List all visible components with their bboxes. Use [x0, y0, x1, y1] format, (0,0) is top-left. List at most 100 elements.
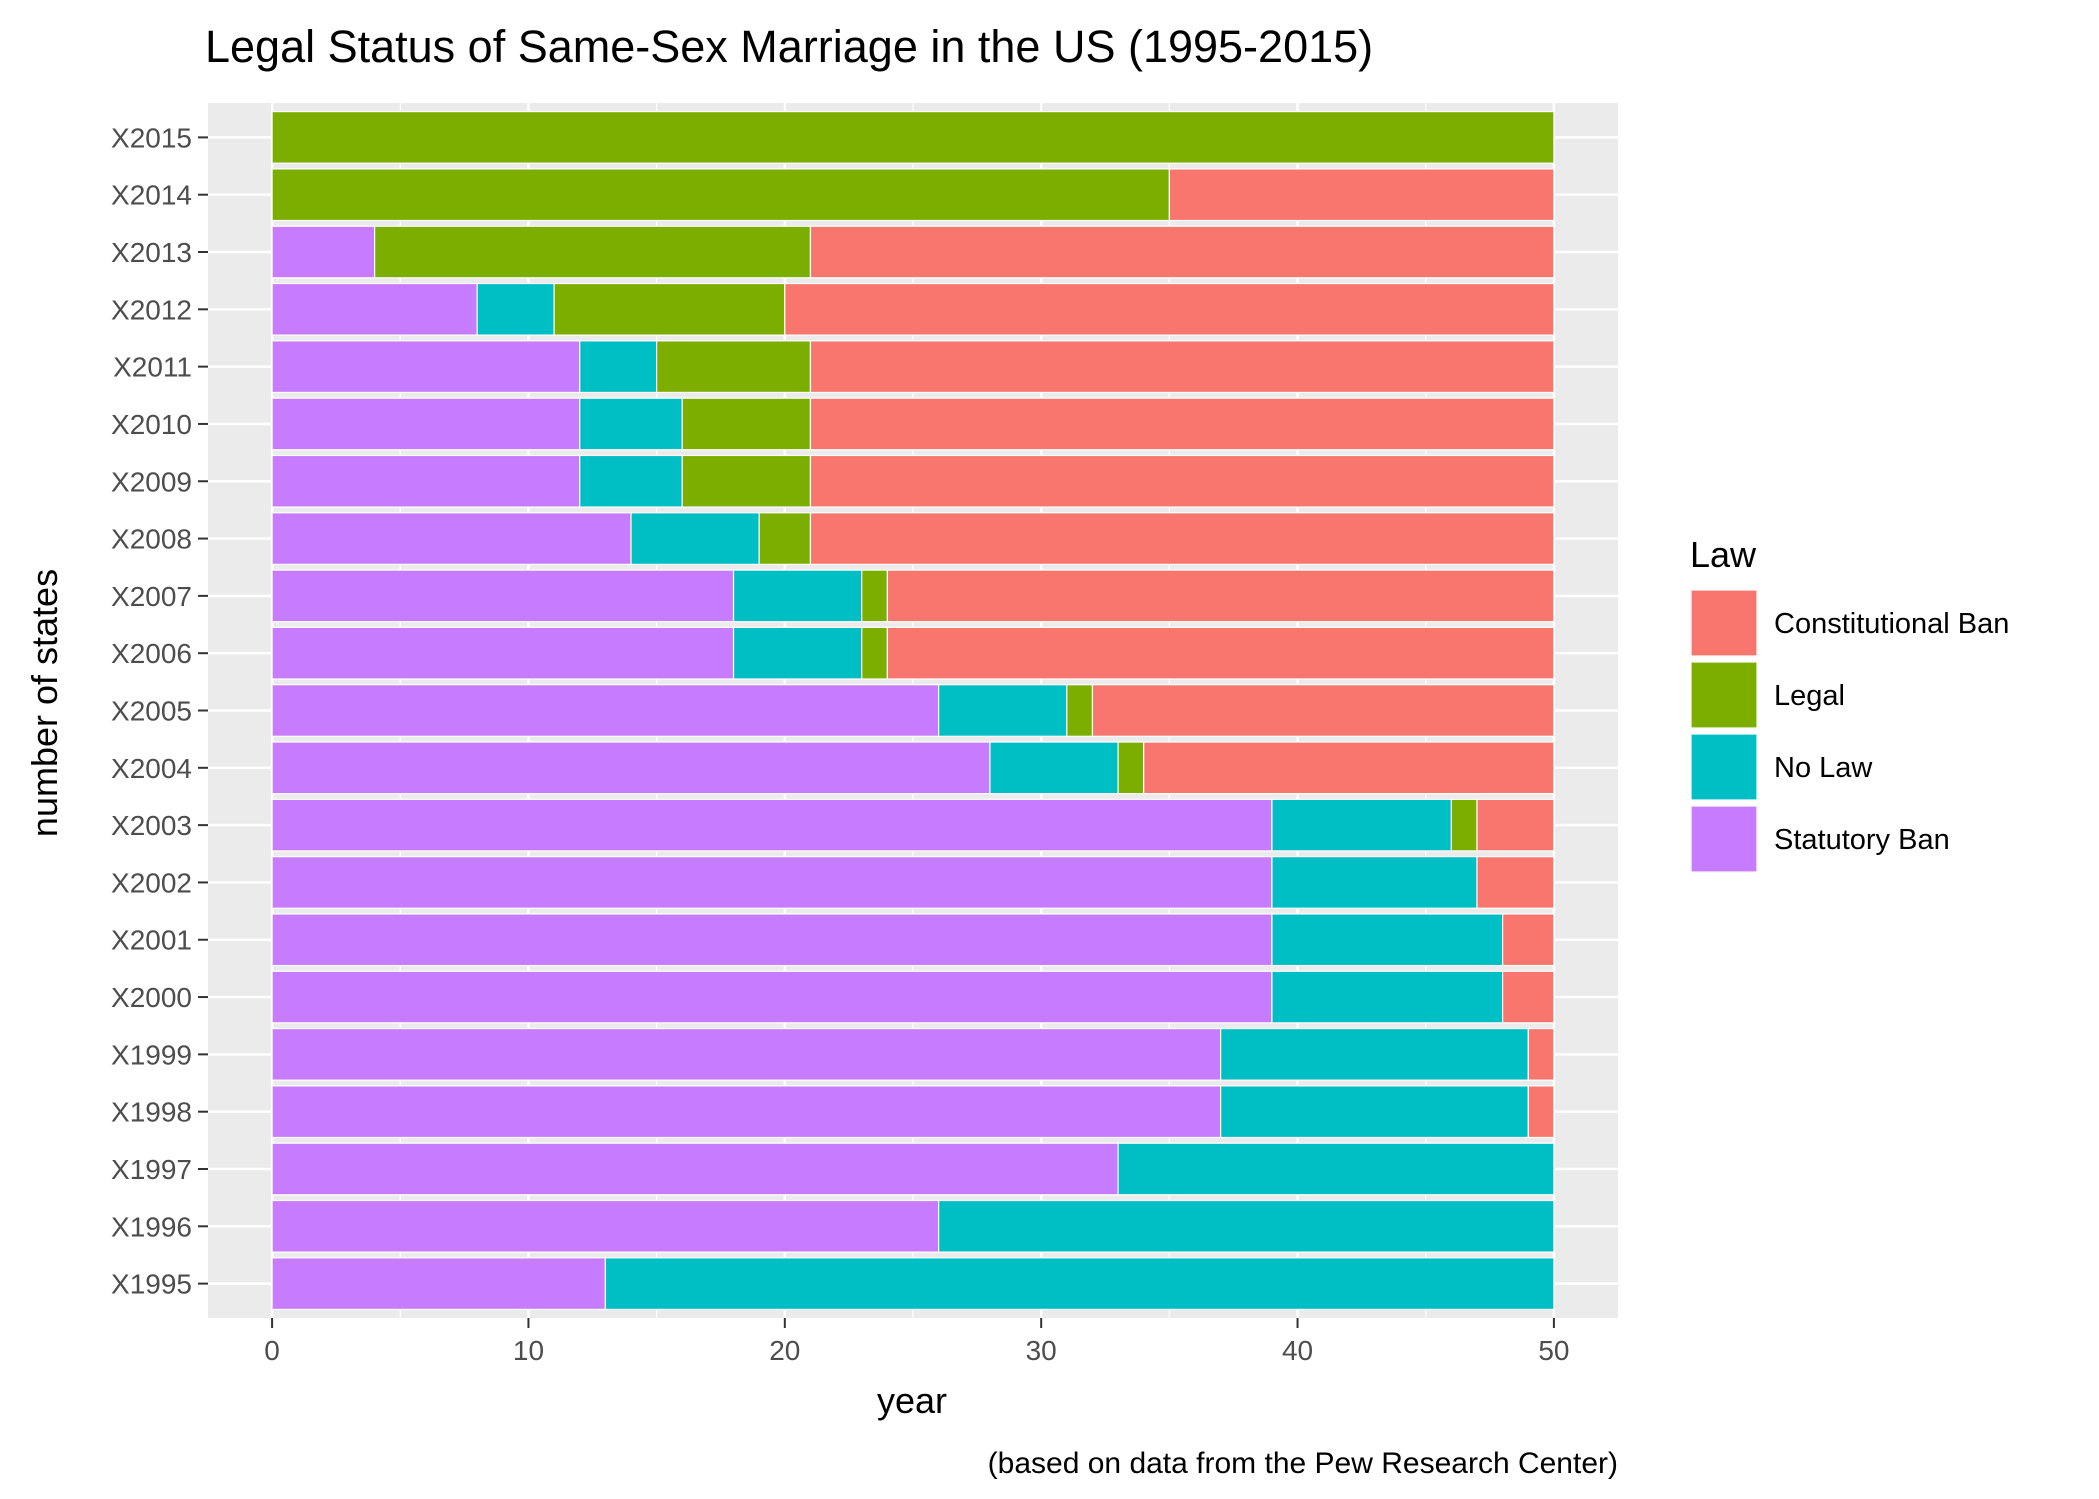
bar-x1997-statutory-ban — [271, 1142, 1119, 1196]
x-tick-label: 30 — [1026, 1335, 1057, 1366]
bar-x2009-constitutional-ban — [809, 454, 1555, 508]
bar-x2005-statutory-ban — [271, 684, 940, 737]
chart-caption: (based on data from the Pew Research Cen… — [988, 1447, 1618, 1480]
x-tick-label: 0 — [264, 1335, 280, 1366]
x-tick-label: 40 — [1282, 1335, 1313, 1366]
x-axis: 0 10 20 30 40 50 — [264, 1318, 1569, 1366]
bar-x2008-statutory-ban — [271, 512, 632, 565]
bar-x2010-legal — [681, 397, 812, 451]
bar-x1996-statutory-ban — [271, 1199, 940, 1253]
x-tick-label: 20 — [769, 1335, 800, 1366]
bar-x2012-statutory-ban — [271, 282, 478, 336]
y-tick-label: X1998 — [111, 1097, 192, 1128]
legend-swatch-constitutional-ban — [1690, 589, 1758, 657]
bar-x2014-legal — [271, 168, 1170, 222]
bar-x1995-statutory-ban — [271, 1257, 606, 1311]
bar-x2009-no-law — [579, 454, 683, 508]
bar-x2015-legal — [271, 110, 1555, 164]
bar-x2009-statutory-ban — [271, 454, 581, 508]
bar-x2012-legal — [553, 282, 786, 336]
bar-x1998-statutory-ban — [271, 1085, 1222, 1139]
legend-swatch-statutory-ban — [1690, 805, 1758, 873]
bar-x2010-statutory-ban — [271, 397, 581, 451]
y-axis-title: number of states — [24, 569, 65, 837]
y-tick-label: X2008 — [111, 524, 192, 555]
bar-x2001-constitutional-ban — [1502, 913, 1555, 967]
bar-x2006-no-law — [732, 626, 863, 680]
bar-x2003-constitutional-ban — [1476, 798, 1555, 852]
bar-x2008-legal — [758, 512, 812, 565]
bar-x2008-no-law — [630, 512, 760, 565]
bar-x2013-statutory-ban — [271, 225, 376, 279]
y-tick-label: X2000 — [111, 982, 192, 1013]
bar-x1998-no-law — [1220, 1085, 1529, 1139]
bar-x2007-statutory-ban — [271, 569, 735, 623]
bar-x2012-no-law — [476, 282, 555, 336]
y-tick-label: X1997 — [111, 1154, 192, 1185]
chart-title: Legal Status of Same-Sex Marriage in the… — [205, 21, 1373, 72]
x-axis-title: year — [877, 1380, 947, 1421]
bar-x2006-constitutional-ban — [886, 626, 1555, 680]
bar-x2008-constitutional-ban — [809, 512, 1555, 565]
bar-x2007-constitutional-ban — [886, 569, 1555, 623]
bar-x2009-legal — [681, 454, 812, 508]
bar-x2001-no-law — [1271, 913, 1504, 967]
bar-x1998-constitutional-ban — [1527, 1085, 1555, 1139]
bar-x2010-no-law — [579, 397, 683, 451]
legend-swatch-no-law — [1690, 733, 1758, 801]
bar-x2013-legal — [374, 225, 812, 279]
bar-x1999-statutory-ban — [271, 1027, 1222, 1081]
bar-x2013-constitutional-ban — [809, 225, 1555, 279]
bar-x2003-legal — [1450, 798, 1478, 852]
legend-title: Law — [1690, 534, 1757, 575]
bar-x2011-no-law — [579, 340, 658, 394]
bar-x2011-constitutional-ban — [809, 340, 1555, 394]
legend-label-statutory-ban: Statutory Ban — [1774, 824, 1950, 856]
y-tick-label: X2014 — [111, 180, 192, 211]
y-tick-label: X2002 — [111, 867, 192, 898]
y-tick-label: X1999 — [111, 1039, 192, 1070]
bar-x2006-legal — [861, 626, 888, 680]
legend-label-no-law: No Law — [1774, 752, 1873, 784]
legend-swatch-legal — [1690, 661, 1758, 729]
bar-x2002-no-law — [1271, 856, 1478, 909]
bar-x2004-constitutional-ban — [1143, 741, 1555, 795]
y-tick-label: X2003 — [111, 810, 192, 841]
bar-x2003-no-law — [1271, 798, 1452, 852]
y-tick-label: X2011 — [113, 352, 192, 383]
y-axis: X1995 X1996 X1997 X1998 X1999 X2000 X2001 X2002… — [111, 122, 208, 1300]
bar-x1996-no-law — [938, 1199, 1555, 1253]
bar-x2011-statutory-ban — [271, 340, 581, 394]
bar-x2007-legal — [861, 569, 888, 623]
y-tick-label: X2004 — [111, 753, 192, 784]
bar-x2000-no-law — [1271, 970, 1504, 1024]
x-tick-label: 50 — [1538, 1335, 1569, 1366]
bar-x2007-no-law — [732, 569, 863, 623]
bar-x2004-no-law — [989, 741, 1119, 795]
y-tick-label: X1996 — [111, 1211, 192, 1242]
bar-x1999-no-law — [1220, 1027, 1529, 1081]
bar-x2005-legal — [1066, 684, 1094, 737]
bar-x2003-statutory-ban — [271, 798, 1273, 852]
y-tick-label: X2006 — [111, 638, 192, 669]
y-tick-label: X2015 — [111, 122, 192, 153]
bar-x2000-statutory-ban — [271, 970, 1273, 1024]
legend: Law Constitutional Ban Legal No Law Statuto… — [1690, 534, 2009, 873]
bar-x2014-constitutional-ban — [1168, 168, 1555, 222]
bar-x2002-statutory-ban — [271, 856, 1273, 909]
bar-x2004-legal — [1117, 741, 1145, 795]
bar-x2001-statutory-ban — [271, 913, 1273, 967]
y-tick-label: X2012 — [111, 294, 192, 325]
bar-x1997-no-law — [1117, 1142, 1555, 1196]
x-tick-label: 10 — [513, 1335, 544, 1366]
bar-x2000-constitutional-ban — [1502, 970, 1555, 1024]
bars — [271, 110, 1555, 1311]
bar-x2012-constitutional-ban — [784, 282, 1555, 336]
bar-x2002-constitutional-ban — [1476, 856, 1555, 909]
y-tick-label: X2007 — [111, 581, 192, 612]
y-tick-label: X1995 — [111, 1269, 192, 1300]
legend-label-legal: Legal — [1774, 680, 1845, 712]
legend-label-constitutional-ban: Constitutional Ban — [1774, 608, 2009, 640]
bar-x2011-legal — [656, 340, 812, 394]
